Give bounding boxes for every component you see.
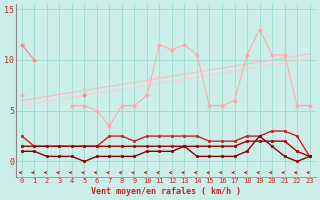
- X-axis label: Vent moyen/en rafales ( km/h ): Vent moyen/en rafales ( km/h ): [91, 187, 241, 196]
